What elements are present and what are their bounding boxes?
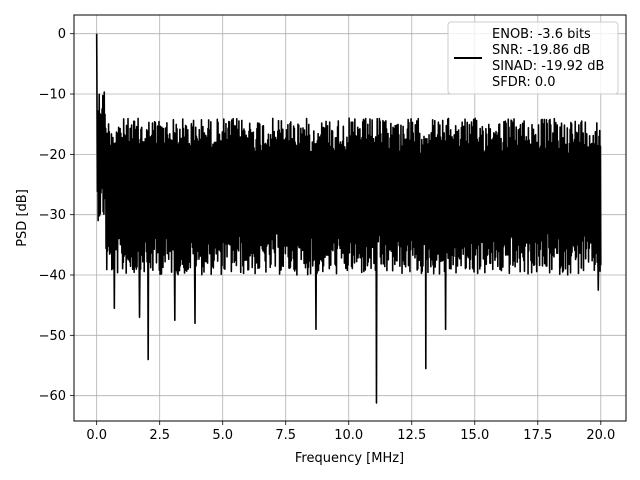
x-tick-label: 15.0 — [460, 428, 489, 443]
legend-line-sinad: SINAD: -19.92 dB — [492, 59, 604, 74]
y-tick-label: −30 — [39, 208, 66, 223]
x-tick-label: 10.0 — [334, 428, 363, 443]
x-tick-label: 0.0 — [86, 428, 107, 443]
plot-frame — [73, 14, 627, 422]
y-tick-label: −60 — [39, 389, 66, 404]
x-axis: 0.0 2.5 5.0 7.5 10.0 12.5 15.0 17.5 20.0 — [86, 421, 615, 443]
y-tick-label: −10 — [39, 88, 66, 103]
legend-line-enob: ENOB: -3.6 bits — [492, 27, 591, 42]
y-tick-label: 0 — [58, 27, 66, 42]
y-axis-title: PSD [dB] — [15, 189, 30, 247]
legend-box — [447, 21, 619, 95]
legend-line-sfdr: SFDR: 0.0 — [492, 75, 556, 90]
x-axis-title: Frequency [MHz] — [295, 451, 404, 466]
y-tick-label: −40 — [39, 269, 66, 284]
x-tick-label: 5.0 — [212, 428, 233, 443]
x-tick-label: 20.0 — [586, 428, 615, 443]
legend-line-snr: SNR: -19.86 dB — [492, 43, 590, 58]
legend: ENOB: -3.6 bits SNR: -19.86 dB SINAD: -1… — [447, 21, 619, 95]
y-tick-label: −50 — [39, 329, 66, 344]
psd-series-line — [95, 33, 602, 404]
y-tick-label: −20 — [39, 148, 66, 163]
x-tick-label: 2.5 — [149, 428, 170, 443]
x-tick-label: 17.5 — [523, 428, 552, 443]
x-tick-label: 12.5 — [397, 428, 426, 443]
series-layer — [95, 33, 602, 404]
x-tick-label: 7.5 — [275, 428, 296, 443]
y-axis: 0 −10 −20 −30 −40 −50 −60 — [39, 27, 74, 404]
